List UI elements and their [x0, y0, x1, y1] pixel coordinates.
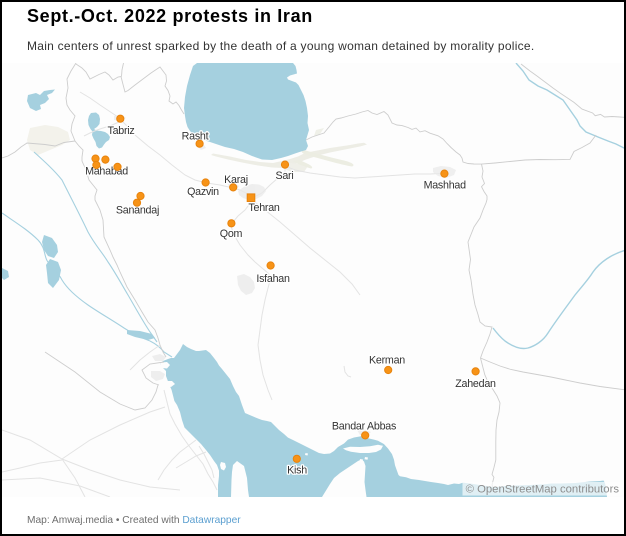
svg-text:Tehran: Tehran: [248, 202, 279, 214]
svg-text:Kerman: Kerman: [369, 355, 405, 367]
svg-text:Qazvin: Qazvin: [187, 186, 219, 198]
svg-text:Qom: Qom: [220, 228, 243, 240]
svg-text:Sari: Sari: [275, 170, 293, 182]
svg-text:Sanandaj: Sanandaj: [116, 204, 159, 216]
svg-text:Bandar Abbas: Bandar Abbas: [332, 421, 396, 433]
svg-text:Karaj: Karaj: [224, 174, 248, 186]
svg-text:Kish: Kish: [287, 465, 307, 477]
svg-text:Isfahan: Isfahan: [256, 273, 290, 285]
svg-text:Tabriz: Tabriz: [107, 125, 134, 137]
svg-text:Mahabad: Mahabad: [85, 166, 128, 178]
svg-text:Zahedan: Zahedan: [455, 378, 496, 390]
svg-text:Mashhad: Mashhad: [424, 180, 467, 192]
svg-text:© OpenStreetMap contributors: © OpenStreetMap contributors: [466, 484, 620, 496]
svg-text:Rasht: Rasht: [182, 131, 209, 143]
